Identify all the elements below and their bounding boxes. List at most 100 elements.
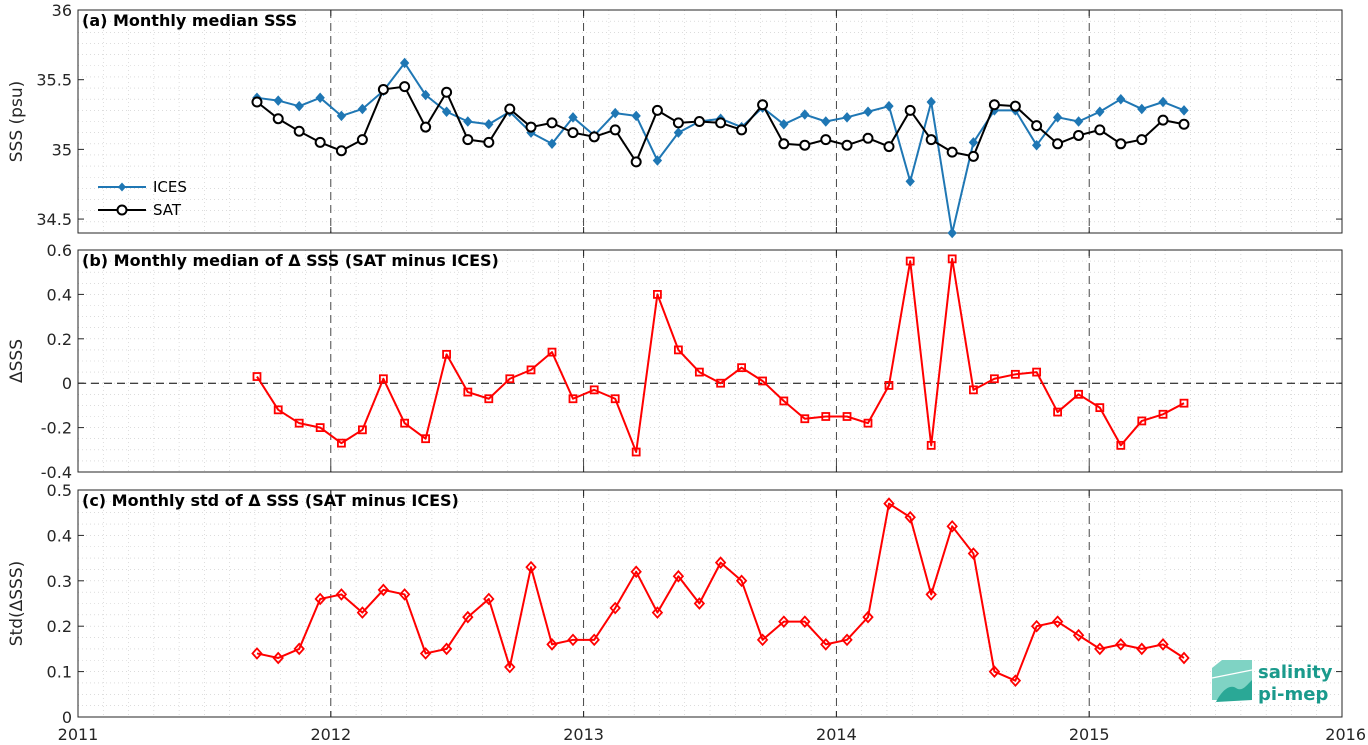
y-tick-label: 36 [52,1,72,20]
data-point [462,610,474,624]
data-point [294,418,304,428]
axes-box [77,249,1343,473]
x-tick-label: 2014 [816,725,857,744]
y-tick-label: 0 [62,374,72,393]
data-point [1094,124,1106,136]
data-point [841,139,853,151]
data-point [1074,389,1083,399]
panel-title: (a) Monthly median SSS [82,11,297,30]
data-point [988,99,1000,111]
panel-c: 0 0.1 0.2 0.3 0.4 0.5 Std(ΔSSS) (c) Monthly std… [7,481,1343,727]
data-point [1158,96,1168,108]
data-point [905,256,915,266]
data-point [273,405,283,415]
data-point [294,100,304,112]
data-point [653,289,662,299]
data-point [883,497,895,510]
data-point [651,104,663,116]
x-tick-label: 2012 [310,725,351,744]
logo-stripe [1211,669,1253,679]
data-point [1137,103,1147,115]
y-tick-label: 35 [52,140,72,159]
data-point [398,588,411,601]
data-point [1137,416,1147,426]
data-point [841,633,853,647]
data-point [630,565,642,579]
data-point [630,156,642,168]
data-point [926,96,936,108]
data-point [1009,674,1022,688]
data-point [842,412,852,421]
y-tick-label: 0.2 [47,330,72,349]
data-point [863,106,873,117]
data-point [863,418,873,428]
data-point [463,387,473,397]
data-point [610,394,620,404]
data-point [925,588,937,601]
x-tick-label: 2016 [1325,725,1366,744]
data-point [778,615,790,629]
data-point [356,606,369,619]
data-point [525,560,537,574]
data-point [778,138,790,150]
y-tick-label: 0.1 [47,663,72,682]
data-point [1095,403,1105,413]
y-axis-label: Std(ΔSSS) [7,561,27,647]
data-point [547,347,557,357]
data-point [567,633,579,647]
y-axis-label: SSS (psu) [7,81,27,162]
panel-title: (c) Monthly std of Δ SSS (SAT minus ICES… [82,491,459,510]
data-point [969,385,978,395]
data-point [1052,112,1063,123]
data-point [1030,619,1043,633]
data-point [399,81,411,93]
data-point [588,633,600,647]
data-point [588,131,600,143]
data-point [441,106,452,117]
data-point [1053,407,1062,417]
data-point [547,138,557,150]
data-point [1157,638,1169,651]
data-point [378,374,388,384]
grid [78,490,1342,717]
data-point [673,127,684,138]
data-point [1136,642,1148,656]
data-point [314,136,326,148]
series-delta [252,254,1189,457]
data-point [1073,116,1084,127]
data-point [672,569,685,583]
data-point [756,633,769,647]
data-point [272,113,284,125]
data-point [947,254,957,264]
data-point [820,638,832,651]
data-point [884,100,894,112]
data-point [315,423,325,433]
y-tick-label: 0.4 [47,285,72,304]
data-point [1032,367,1042,377]
data-point [883,141,895,153]
data-point [462,134,474,146]
data-point [252,372,262,381]
data-point [946,519,958,533]
data-point [694,367,704,377]
data-point [377,583,390,597]
panel-title: (b) Monthly median of Δ SSS (SAT minus I… [82,251,499,270]
x-tick-label: 2011 [58,725,99,744]
data-point [735,574,748,588]
data-point [674,345,683,355]
data-point [1051,615,1064,629]
axes-box [77,489,1343,718]
data-point [336,110,347,122]
data-point [589,385,599,395]
panel-b: -0.4 -0.2 0 0.2 0.4 0.6 ΔSSS (b) Monthly median… [7,241,1343,482]
data-point [273,95,283,106]
y-tick-label: 0.2 [47,617,72,636]
data-point [967,150,979,162]
data-point [504,103,516,115]
data-point [1072,628,1085,642]
data-point [1115,638,1127,651]
data-point [357,103,368,115]
data-point [693,597,706,610]
legend-label-ices: ICES [153,178,187,196]
